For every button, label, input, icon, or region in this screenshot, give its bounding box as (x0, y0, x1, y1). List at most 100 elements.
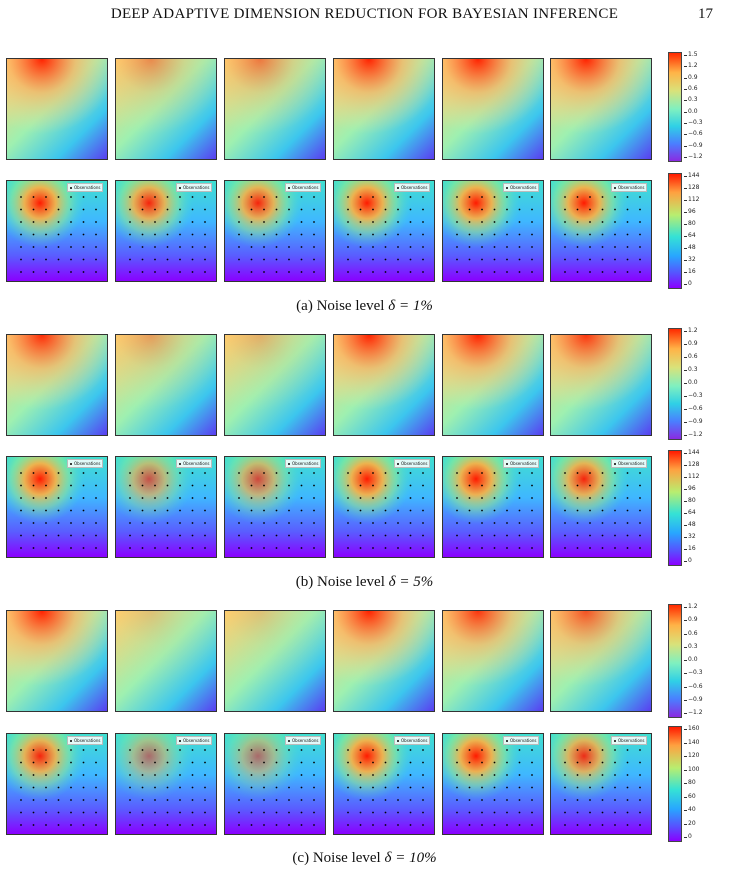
observation-point (191, 811, 194, 814)
observation-point (95, 271, 97, 273)
observation-point (589, 811, 591, 814)
observation-point (32, 221, 35, 223)
caption-label: (c) Noise level (292, 850, 385, 866)
observation-point (589, 472, 591, 474)
observation-point (601, 484, 604, 487)
observation-point (263, 786, 265, 789)
observation-point (154, 522, 156, 524)
observation-point (129, 811, 131, 814)
observations-legend: Observations (503, 183, 540, 192)
observation-point (493, 196, 496, 198)
observation-point (518, 208, 521, 211)
field-colorbar-tick: −0.6 (684, 130, 703, 138)
page-header: DEEP ADAPTIVE DIMENSION REDUCTION FOR BA… (0, 6, 729, 26)
observation-point (614, 509, 616, 512)
observation-point (238, 221, 240, 223)
observation-point (82, 799, 85, 801)
observation-point (576, 799, 579, 801)
observation-point (250, 799, 253, 801)
observation-panel: Observations (115, 733, 217, 835)
observation-point (614, 547, 616, 549)
field-colorbar-tick: −0.3 (684, 669, 703, 677)
observation-point (601, 774, 604, 776)
observation-point (204, 811, 206, 814)
observation-point (82, 824, 85, 826)
observation-point (204, 258, 206, 261)
observation-point (506, 749, 508, 751)
observation-point (481, 774, 483, 776)
legend-marker-icon (288, 187, 290, 189)
observation-point (397, 811, 399, 814)
observation-point (238, 208, 240, 211)
observation-point (639, 208, 641, 211)
observation-point (576, 233, 579, 236)
observation-point (204, 824, 206, 826)
observation-point (372, 534, 374, 537)
observation-point (422, 786, 424, 789)
observation-point (372, 811, 374, 814)
observation-point (250, 484, 253, 487)
observation-point (275, 221, 278, 223)
observation-point (372, 246, 374, 248)
field-colorbar-tick: 1.5 (684, 51, 698, 58)
observation-point (300, 509, 303, 512)
observation-point (601, 246, 604, 248)
observation-point (166, 196, 169, 198)
observation-point (129, 246, 131, 248)
observation-point (179, 749, 181, 751)
observation-point (639, 258, 641, 261)
observation-point (191, 749, 194, 751)
observation-point (589, 749, 591, 751)
field-colorbar-tick: 0.3 (684, 642, 698, 650)
observation-point (359, 522, 362, 524)
observation-point (576, 509, 579, 512)
observation-point (288, 749, 290, 751)
observation-point (347, 258, 349, 261)
observation-point (589, 509, 591, 512)
observation-point (288, 497, 290, 499)
observation-point (95, 761, 97, 764)
observation-point (250, 522, 253, 524)
observation-point (288, 547, 290, 549)
observation-point (456, 497, 458, 499)
observation-point (468, 749, 471, 751)
observation-point (506, 522, 508, 524)
legend-marker-icon (506, 187, 508, 189)
observation-point (141, 509, 144, 512)
observation-point (409, 233, 412, 236)
legend-marker-icon (70, 740, 72, 742)
observation-point (32, 811, 35, 814)
observation-point (95, 484, 97, 487)
observation-point (531, 749, 533, 751)
observation-point (129, 271, 131, 273)
observation-point (468, 811, 471, 814)
observation-point (409, 799, 412, 801)
observation-point (422, 811, 424, 814)
observation-point (141, 761, 144, 764)
observation-point (564, 811, 566, 814)
observation-point (639, 749, 641, 751)
observation-point (82, 811, 85, 814)
observation-point (518, 472, 521, 474)
observation-point (347, 824, 349, 826)
observation-point (238, 522, 240, 524)
observation-point (589, 786, 591, 789)
observation-point (45, 221, 47, 223)
observation-panel: Observations (550, 733, 652, 835)
observation-point (238, 749, 240, 751)
observation-point (359, 811, 362, 814)
observation-point (397, 547, 399, 549)
observation-point (531, 786, 533, 789)
observation-point (422, 534, 424, 537)
observation-point (589, 824, 591, 826)
observation-point (409, 547, 412, 549)
observation-point (300, 258, 303, 261)
observation-point (70, 472, 72, 474)
observation-point (481, 221, 483, 223)
observation-point (154, 196, 156, 198)
observations-legend: Observations (394, 459, 431, 468)
observation-point (45, 233, 47, 236)
observation-point (506, 761, 508, 764)
observation-point (263, 534, 265, 537)
observation-panel: Observations (6, 733, 108, 835)
